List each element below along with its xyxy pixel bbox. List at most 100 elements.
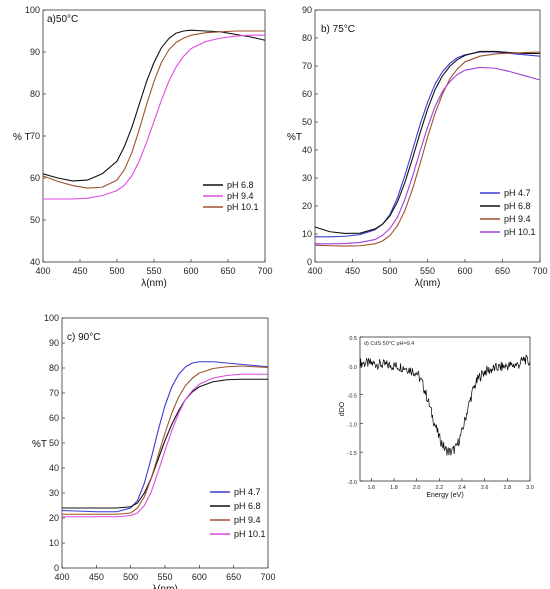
y-tick-label: 60 xyxy=(30,173,40,183)
y-tick-label: 80 xyxy=(49,363,59,373)
x-tick-label: 600 xyxy=(457,266,472,276)
legend-label: pH 10.1 xyxy=(227,202,259,212)
x-tick-label: 650 xyxy=(495,266,510,276)
y-tick-label: -2.0 xyxy=(348,480,357,486)
x-tick-label: 550 xyxy=(157,572,172,582)
y-tick-label: 90 xyxy=(30,47,40,57)
x-tick-label: 450 xyxy=(72,266,87,276)
y-tick-label: 70 xyxy=(49,388,59,398)
x-axis-label: λ(nm) xyxy=(141,278,167,289)
y-tick-label: 40 xyxy=(302,145,312,155)
y-tick-label: -1.0 xyxy=(348,422,357,428)
x-tick-label: 650 xyxy=(226,572,241,582)
y-tick-label: 100 xyxy=(25,5,40,15)
y-tick-label: 0 xyxy=(54,563,59,573)
x-tick-label: 2.8 xyxy=(504,485,512,491)
x-tick-label: 450 xyxy=(89,572,104,582)
y-tick-label: 40 xyxy=(49,463,59,473)
x-tick-label: 500 xyxy=(123,572,138,582)
x-tick-label: 2.6 xyxy=(481,485,489,491)
chart-title: a)50°C xyxy=(47,14,78,25)
y-tick-label: 20 xyxy=(302,201,312,211)
x-tick-label: 3.0 xyxy=(526,485,534,491)
x-tick-label: 400 xyxy=(54,572,69,582)
series-line-pH4.7 xyxy=(61,361,269,513)
series-line-pH6.8 xyxy=(62,378,268,509)
y-tick-label: -0.5 xyxy=(348,394,357,400)
legend-label: pH 6.8 xyxy=(227,180,254,190)
series-line-pH9.4 xyxy=(314,51,541,247)
chart-panel-1: 400 450 500 550 600 650 700 40 50 60 70 80 90 100 λ(nm… xyxy=(13,5,273,289)
x-tick-label: 1.8 xyxy=(390,485,398,491)
y-tick-label: 0 xyxy=(307,257,312,267)
x-axis-label: λ(nm) xyxy=(152,584,178,589)
series-line-pH6.8 xyxy=(314,50,540,234)
x-axis-label: Energy (eV) xyxy=(426,492,463,499)
series-line-pH10.1 xyxy=(315,66,541,245)
y-tick-label: 0.0 xyxy=(349,365,357,371)
x-tick-label: 550 xyxy=(420,266,435,276)
y-axis-label: dDO xyxy=(339,401,346,416)
y-axis-label: %T xyxy=(32,439,47,450)
legend-label: pH 9.4 xyxy=(227,191,254,201)
x-tick-label: 550 xyxy=(146,266,161,276)
y-tick-label: 100 xyxy=(44,313,59,323)
x-tick-label: 400 xyxy=(307,266,322,276)
legend-label: pH 4.7 xyxy=(234,487,261,497)
x-tick-label: 2.4 xyxy=(458,485,466,491)
chart-panel-3: 400 450 500 550 600 650 700 0 10 20 30 40 50 60 70 80 90… xyxy=(32,313,276,589)
chart-panel-2: 400 450 500 550 600 650 700 0 10 20 30 40 50 60 70 80 90… xyxy=(287,5,548,289)
y-tick-label: 60 xyxy=(302,89,312,99)
y-tick-label: 80 xyxy=(302,33,312,43)
plot-frame xyxy=(359,336,531,482)
y-tick-label: 10 xyxy=(302,229,312,239)
y-tick-label: -1.5 xyxy=(348,451,357,457)
y-tick-label: 70 xyxy=(30,131,40,141)
x-tick-label: 700 xyxy=(532,266,547,276)
legend-label: pH 9.4 xyxy=(504,214,531,224)
x-tick-label: 500 xyxy=(382,266,397,276)
y-tick-label: 10 xyxy=(49,538,59,548)
x-axis-label: λ(nm) xyxy=(415,278,441,289)
series-line-pH9.4 xyxy=(43,34,265,200)
legend-label: pH 6.8 xyxy=(504,201,531,211)
series-line-pH9.4 xyxy=(62,365,269,515)
x-tick-label: 500 xyxy=(109,266,124,276)
series-line-pH6.8 xyxy=(42,29,266,182)
series-line-pH10.1 xyxy=(42,30,265,189)
y-tick-label: 50 xyxy=(302,117,312,127)
y-axis-label: %T xyxy=(287,132,302,143)
y-tick-label: 50 xyxy=(49,438,59,448)
series-line-pH10.1 xyxy=(62,373,268,518)
x-tick-label: 600 xyxy=(192,572,207,582)
chart-title: b) 75°C xyxy=(321,24,355,35)
y-tick-label: 40 xyxy=(30,257,40,267)
x-tick-label: 450 xyxy=(345,266,360,276)
series-line xyxy=(359,354,531,456)
legend-label: pH 10.1 xyxy=(234,529,266,539)
x-tick-label: 400 xyxy=(35,266,50,276)
y-tick-label: 20 xyxy=(49,513,59,523)
legend-label: pH 6.8 xyxy=(234,501,261,511)
x-tick-label: 700 xyxy=(257,266,272,276)
chart-panel-4: 1.6 1.8 2.0 2.2 2.4 2.6 2.8 3.0 0.5 0.0 -0.5 -1.0 -1… xyxy=(339,336,534,499)
y-tick-label: 30 xyxy=(49,488,59,498)
legend-label: pH 10.1 xyxy=(504,227,536,237)
plot-frame xyxy=(42,9,266,263)
y-tick-label: 60 xyxy=(49,413,59,423)
x-tick-label: 2.0 xyxy=(413,485,421,491)
y-tick-label: 90 xyxy=(302,5,312,15)
legend-label: pH 4.7 xyxy=(504,188,531,198)
x-tick-label: 650 xyxy=(220,266,235,276)
series-line-pH4.7 xyxy=(315,51,541,238)
legend-label: pH 9.4 xyxy=(234,515,261,525)
y-tick-label: 0.5 xyxy=(349,336,357,342)
y-axis-label: % T xyxy=(13,132,31,143)
chart-title: d) CdS 50°C pH=9.4 xyxy=(364,341,414,347)
y-tick-label: 50 xyxy=(30,215,40,225)
x-tick-label: 2.2 xyxy=(436,485,444,491)
x-tick-label: 1.6 xyxy=(368,485,376,491)
y-tick-label: 90 xyxy=(49,338,59,348)
chart-title: c) 90°C xyxy=(67,332,100,343)
